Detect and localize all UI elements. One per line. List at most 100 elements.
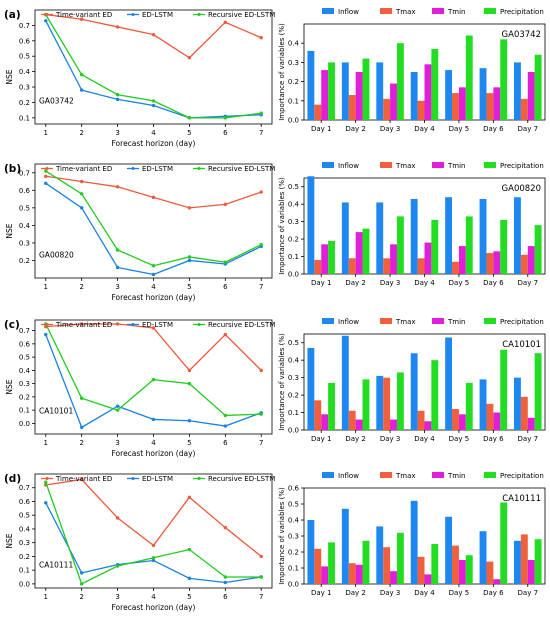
bar-inflow	[445, 516, 453, 584]
data-point	[115, 322, 120, 326]
x-tick-label: Day 6	[483, 435, 504, 443]
legend-swatch	[432, 318, 444, 324]
data-point	[187, 381, 192, 386]
legend-swatch	[380, 318, 392, 324]
legend-label: Precipitation	[500, 472, 544, 480]
data-point	[151, 103, 156, 108]
x-tick-label: Day 2	[345, 435, 366, 443]
x-tick-label: 1	[44, 129, 48, 137]
data-point	[259, 111, 263, 115]
bar-chart-a: 0.0 0.1 0.2 0.3 0.4 Day 1 Day 2 Day 3 Day 4 Day 5…	[278, 8, 546, 133]
bar-precipitation	[500, 502, 508, 584]
bar-precipitation	[500, 219, 508, 274]
bar-tmax	[417, 410, 425, 430]
data-point	[79, 571, 84, 575]
bar-inflow	[341, 62, 349, 120]
line-chart-a: (a) 0.1 0.2 0.3 0.4 0.5 0.6 0.7 1 2 3 4 5 6 7 Forecast …	[4, 9, 275, 148]
panel-label: (b)	[4, 163, 21, 175]
data-point	[223, 575, 228, 579]
bar-inflow	[307, 520, 315, 584]
y-tick-label: 0.1	[288, 97, 299, 105]
data-point	[115, 404, 120, 408]
y-tick-label: 0.4	[288, 40, 300, 48]
x-tick-label: Day 4	[414, 125, 435, 133]
legend-label: Recursive ED-LSTM	[208, 11, 275, 19]
y-tick-label: 0.7	[19, 22, 30, 30]
legend-label: Precipitation	[500, 8, 544, 16]
x-tick-label: 4	[151, 439, 156, 447]
bar-precipitation	[362, 228, 370, 274]
y-tick-label: 0.4	[288, 357, 300, 365]
y-tick-label: 0.3	[19, 539, 30, 547]
data-point	[115, 248, 120, 252]
legend-swatch	[432, 162, 444, 168]
x-tick-label: Day 6	[483, 279, 504, 287]
data-point	[151, 99, 156, 103]
legend-swatch	[484, 8, 496, 14]
data-point	[151, 272, 156, 277]
x-tick-label: 5	[187, 593, 191, 601]
bar-precipitation	[362, 379, 370, 430]
x-tick-label: 2	[79, 439, 83, 447]
y-tick-label: 0.4	[19, 68, 31, 76]
bar-tmax	[417, 258, 425, 274]
y-tick-label: 0.5	[288, 183, 299, 191]
legend-label: Recursive ED-LSTM	[208, 321, 275, 329]
x-tick-label: 5	[187, 283, 191, 291]
data-point	[79, 396, 84, 400]
y-tick-label: 0.4	[19, 525, 31, 533]
data-point	[223, 525, 228, 530]
x-tick-label: Day 5	[449, 279, 470, 287]
bar-precipitation	[465, 555, 473, 584]
data-point	[223, 424, 228, 428]
x-tick-label: 2	[79, 593, 83, 601]
y-tick-label: 0.6	[19, 37, 31, 45]
bar-tmax	[383, 98, 391, 120]
x-tick-label: Day 1	[311, 279, 332, 287]
x-tick-label: Day 5	[449, 435, 470, 443]
data-point	[44, 480, 48, 484]
legend-label: Tmin	[447, 472, 465, 480]
bar-inflow	[514, 197, 521, 274]
data-point	[115, 564, 120, 568]
bar-tmax	[383, 258, 391, 274]
bar-tmax	[383, 377, 391, 430]
bar-precipitation	[500, 39, 508, 120]
data-point	[115, 265, 120, 270]
data-point	[259, 36, 263, 40]
bar-tmax	[452, 93, 459, 120]
x-tick-label: 4	[151, 129, 156, 137]
data-point	[259, 575, 263, 579]
x-tick-label: Day 2	[345, 589, 366, 597]
y-tick-label: 0.1	[288, 253, 299, 261]
x-tick-label: Day 5	[449, 589, 470, 597]
y-tick-label: 0.6	[19, 187, 31, 195]
bar-tmin	[355, 564, 363, 584]
data-point	[151, 556, 156, 560]
bar-precipitation	[534, 539, 542, 584]
station-label: CA10111	[39, 560, 73, 569]
x-axis-label: Forecast horizon (day)	[112, 293, 196, 302]
bar-tmax	[348, 410, 356, 430]
y-axis-label: Importance of variables (%)	[278, 23, 286, 121]
data-point	[187, 56, 192, 60]
bar-inflow	[307, 50, 315, 120]
bar-tmin	[527, 417, 535, 430]
y-tick-label: 0.2	[19, 257, 30, 265]
data-point	[79, 322, 84, 326]
x-tick-label: 7	[259, 283, 263, 291]
legend-marker	[45, 477, 49, 480]
bar-tmax	[520, 396, 528, 430]
legend-label: Inflow	[338, 8, 359, 16]
y-tick-label: 0.5	[19, 53, 30, 61]
station-label: GA03742	[502, 30, 541, 40]
bar-inflow	[445, 70, 453, 120]
legend-label: ED-LSTM	[142, 475, 173, 483]
bar-tmax	[314, 260, 322, 274]
bar-tmin	[458, 246, 466, 274]
y-tick-label: 0.1	[19, 567, 30, 575]
y-tick-label: 0.4	[288, 201, 300, 209]
legend-marker	[131, 167, 135, 170]
bar-precipitation	[534, 225, 542, 274]
bar-inflow	[410, 353, 418, 430]
